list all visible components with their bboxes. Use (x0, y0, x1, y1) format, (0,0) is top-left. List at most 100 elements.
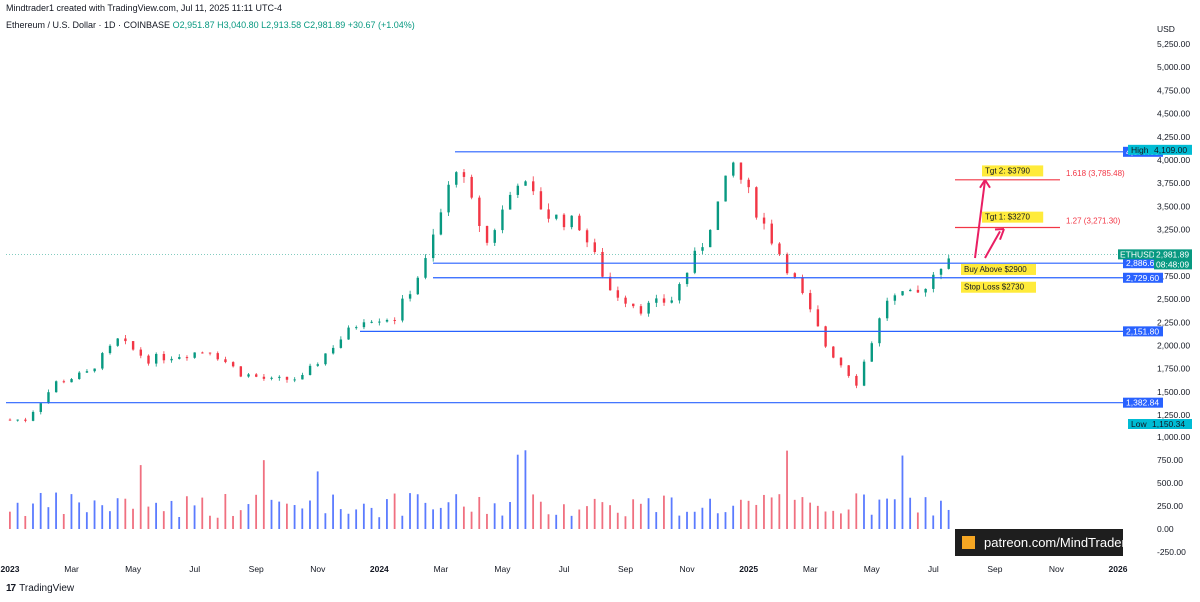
volume-bar (732, 505, 735, 529)
volume-bar (709, 498, 711, 529)
candle-body (362, 322, 366, 328)
volume-bar (563, 504, 565, 529)
arrow-line (984, 230, 1001, 259)
volume-bar (686, 511, 688, 529)
y-axis-currency: USD (1157, 24, 1175, 34)
candle-body (647, 302, 650, 314)
candle-body (39, 403, 42, 412)
tradingview-logo-icon: 17 (6, 583, 16, 594)
volume-bar (916, 512, 919, 529)
volume-bar (201, 497, 204, 529)
candle-body (262, 376, 266, 379)
volume-bar (639, 503, 642, 529)
volume-bar (378, 517, 381, 529)
volume-bar (332, 494, 334, 529)
ohlc-values: O2,951.87 H3,040.80 L2,913.58 C2,981.89 … (172, 20, 415, 30)
x-tick-label: Nov (310, 564, 326, 574)
level-tag-text: 1,382.84 (1126, 398, 1159, 408)
volume-bar (62, 514, 65, 529)
candle-body (616, 290, 620, 298)
volume-bar (763, 494, 765, 529)
candle-body (778, 243, 781, 255)
volume-bar (209, 515, 211, 529)
annotation-label: Tgt 2: $3790 (985, 166, 1030, 175)
candle-body (516, 185, 520, 195)
candle-body (585, 230, 589, 243)
x-tick-label: Nov (680, 564, 696, 574)
candle-body (570, 215, 573, 228)
volume-tick-label: -250.00 (1157, 547, 1186, 557)
last-symbol: ETHUSD (1120, 249, 1155, 259)
candle-body (70, 379, 73, 383)
candle-body (239, 366, 243, 377)
volume-bar (655, 512, 658, 529)
candle-body (255, 374, 258, 377)
volume-bar (132, 508, 134, 529)
volume-bar (886, 498, 888, 529)
volume-bar (570, 515, 573, 529)
volume-bar (809, 502, 812, 529)
volume-bar (701, 507, 704, 529)
volume-bar (670, 497, 673, 529)
volume-bar (139, 465, 142, 529)
y-tick-label: 1,750.00 (1157, 364, 1190, 374)
candle-body (47, 392, 50, 404)
candle-body (316, 364, 319, 366)
volume-bar (78, 502, 81, 529)
level-tag-bg (1123, 326, 1163, 337)
candle-body (793, 273, 797, 278)
volume-bar (55, 492, 57, 529)
footer-brand: TradingView (19, 583, 75, 594)
candle-body (732, 162, 735, 176)
candle-body (724, 175, 727, 202)
volume-bar (147, 506, 150, 529)
candle-body (824, 326, 827, 347)
candle-body (547, 209, 550, 219)
volume-bar (278, 501, 281, 529)
volume-bar (739, 499, 742, 529)
volume-bar (462, 506, 465, 529)
volume-bar (355, 509, 358, 529)
volume-tick-label: 1,000.00 (1157, 432, 1190, 442)
volume-bar (239, 510, 242, 529)
volume-bar (524, 450, 527, 529)
candle-body (131, 341, 135, 350)
candle-body (424, 258, 427, 278)
candle-body (78, 372, 81, 380)
annotation-bg (982, 211, 1044, 223)
candle-body (478, 197, 481, 226)
candle-body (116, 338, 119, 346)
volume-bar (501, 515, 504, 529)
volume-bar (39, 492, 42, 529)
candle-body (147, 355, 150, 364)
x-tick-label: Sep (618, 564, 633, 574)
candle-body (916, 289, 920, 293)
volume-bar (593, 498, 596, 529)
level-tag-bg (1123, 258, 1163, 269)
candle-body (939, 268, 943, 275)
candle-body (162, 353, 166, 361)
volume-bar (432, 509, 434, 529)
arrow-line (999, 228, 1005, 241)
candle-body (439, 212, 443, 235)
volume-bar (778, 494, 781, 529)
patreon-icon (962, 536, 975, 549)
annotation-bg (961, 263, 1036, 275)
y-tick-label: 4,000.00 (1157, 155, 1190, 165)
volume-bar (932, 515, 935, 529)
candle-body (855, 375, 858, 386)
candle-body (301, 374, 304, 380)
volume-bar (539, 501, 542, 529)
arrow-line (984, 179, 991, 189)
high-tag-bg (1128, 144, 1152, 155)
level-tag-text: 2,729.60 (1126, 273, 1159, 283)
volume-bar (447, 502, 450, 529)
volume-bar (93, 500, 96, 529)
x-tick-label: 2025 (739, 564, 758, 574)
y-tick-label: 3,500.00 (1157, 201, 1190, 211)
low-value: 1,150.34 (1152, 419, 1185, 429)
volume-bar (401, 515, 404, 529)
candle-body (293, 379, 296, 381)
volume-bar (747, 500, 750, 529)
